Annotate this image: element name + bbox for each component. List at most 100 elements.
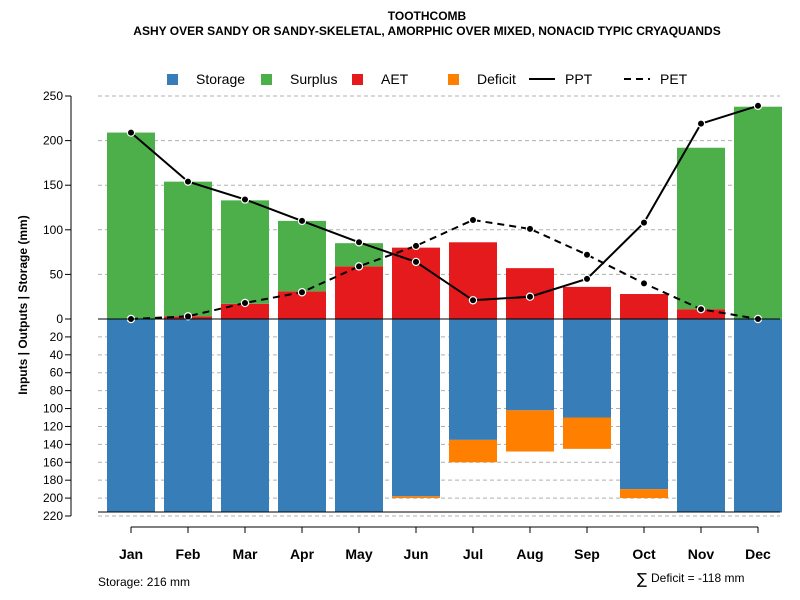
axes: 0 50 100 150 200 250 20 40 60 80 100 120 140 160 180 20…	[43, 89, 780, 562]
ppt-line-point	[753, 101, 763, 111]
surplus-bar	[335, 243, 383, 267]
x-tick-label: Jan	[119, 546, 143, 562]
storage-annotation: Storage: 216 mm	[98, 575, 190, 589]
pet-line-point	[468, 215, 478, 225]
pet-line-point	[411, 241, 421, 251]
x-tick-label: Dec	[745, 546, 771, 562]
pet-line-point	[354, 262, 364, 271]
surplus-bar	[221, 200, 269, 304]
y-tick-label: 80	[50, 384, 64, 398]
aet-bar	[221, 303, 269, 319]
aet-bar	[620, 294, 668, 319]
legend-swatch-surplus	[261, 74, 272, 85]
ppt-line	[130, 104, 759, 302]
ppt-line-point	[354, 238, 364, 247]
legend-label-pet: PET	[660, 71, 688, 87]
legend-label-deficit: Deficit	[477, 71, 516, 87]
y-tick-label: 120	[43, 419, 63, 433]
y-tick-label: 180	[43, 473, 63, 487]
aet-bar	[677, 309, 725, 319]
pet-line-point	[696, 304, 706, 314]
ppt-line-point	[696, 119, 706, 128]
y-tick-label: 250	[43, 89, 63, 103]
y-tick-label: 150	[43, 178, 63, 192]
storage-bar	[221, 319, 269, 513]
x-tick-label: Mar	[233, 546, 258, 562]
pet-line-point	[582, 250, 592, 259]
ppt-line-point	[468, 296, 478, 305]
x-tick-label: May	[345, 546, 372, 562]
y-tick-label: 50	[50, 267, 64, 281]
deficit-bar	[506, 410, 554, 452]
ppt-line-point	[639, 218, 649, 227]
y-tick-label: 0	[56, 312, 63, 326]
y-tick-label: 200	[43, 134, 63, 148]
y-tick-label: 100	[43, 402, 63, 416]
pet-line-point	[183, 312, 193, 321]
pet-line	[130, 218, 759, 320]
aet-bar	[563, 286, 611, 319]
pet-line-point	[639, 279, 649, 288]
y-tick-label: 100	[43, 223, 63, 237]
bars	[107, 106, 782, 513]
legend-label-aet: AET	[381, 71, 409, 87]
pet-line-point	[525, 224, 535, 234]
storage-bar	[620, 319, 668, 490]
pet-line-point	[297, 288, 307, 297]
surplus-bar	[278, 220, 326, 292]
storage-bar	[677, 319, 725, 513]
x-tick-label: Sep	[574, 546, 600, 562]
deficit-bar	[563, 417, 611, 449]
y-axis-label: Inputs | Outputs | Storage (mm)	[16, 215, 30, 394]
legend-label-surplus: Surplus	[290, 71, 337, 87]
legend-swatch-storage	[167, 74, 178, 85]
x-tick-label: Jul	[463, 546, 483, 562]
y-tick-label: 200	[43, 491, 63, 505]
storage-bar	[506, 319, 554, 411]
storage-bar	[734, 319, 782, 513]
storage-bar	[449, 319, 497, 440]
deficit-bar	[620, 489, 668, 499]
ppt-line-point	[525, 292, 535, 301]
x-tick-label: Jun	[404, 546, 429, 562]
surplus-bar	[164, 181, 212, 317]
y-tick-label: 140	[43, 437, 63, 451]
ppt-line-point	[411, 257, 421, 267]
chart-subtitle: ASHY OVER SANDY OR SANDY-SKELETAL, AMORP…	[133, 24, 720, 38]
series-lines	[126, 101, 763, 324]
legend-label-ppt: PPT	[565, 71, 593, 87]
legend-swatch-aet	[352, 74, 363, 85]
storage-bar	[563, 319, 611, 418]
y-tick-label: 220	[43, 509, 63, 523]
deficit-annotation: Deficit = -118 mm	[651, 571, 744, 585]
storage-bar	[335, 319, 383, 513]
x-tick-label: Aug	[516, 546, 543, 562]
y-tick-label: 160	[43, 455, 63, 469]
pet-line-point	[240, 298, 250, 308]
surplus-bar	[677, 147, 725, 310]
x-tick-label: Apr	[290, 546, 315, 562]
x-tick-label: Oct	[632, 546, 656, 562]
deficit-bar	[449, 439, 497, 463]
y-tick-label: 60	[50, 366, 64, 380]
surplus-bar	[107, 132, 155, 319]
storage-bar	[278, 319, 326, 513]
x-tick-label: Feb	[176, 546, 201, 562]
ppt-line-point	[582, 274, 592, 284]
ppt-line-point	[126, 128, 136, 137]
storage-bar	[392, 319, 440, 497]
ppt-line-point	[183, 177, 193, 186]
legend: Storage Surplus AET Deficit PPT PET	[167, 71, 688, 87]
ppt-line-point	[297, 216, 307, 226]
legend-swatch-deficit	[448, 74, 459, 85]
surplus-bar	[734, 106, 782, 319]
ppt-line-point	[240, 195, 250, 204]
storage-bar	[164, 319, 212, 513]
aet-bar	[335, 266, 383, 319]
aet-bar	[449, 242, 497, 319]
deficit-sum-symbol: ∑	[637, 570, 647, 588]
deficit-bar	[392, 496, 440, 499]
storage-bar	[107, 319, 155, 513]
chart-title: TOOTHCOMB	[388, 9, 467, 23]
